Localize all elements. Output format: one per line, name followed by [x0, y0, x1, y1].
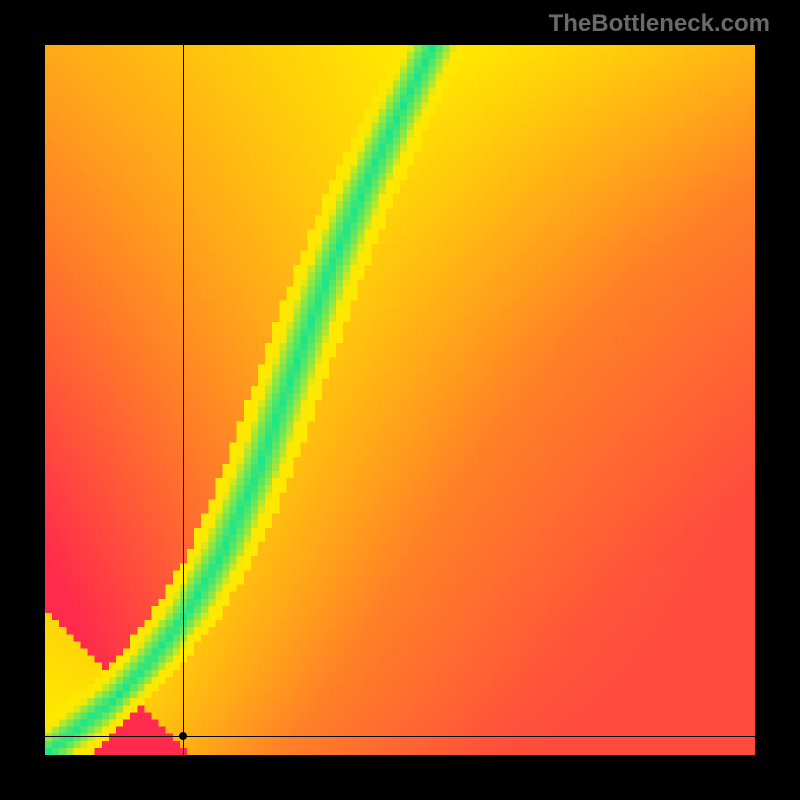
- crosshair-horizontal: [45, 736, 755, 737]
- watermark-text: TheBottleneck.com: [549, 10, 770, 38]
- heatmap-plot: [45, 45, 755, 755]
- crosshair-vertical: [183, 45, 184, 755]
- root: TheBottleneck.com: [0, 0, 800, 800]
- crosshair-marker: [179, 732, 187, 740]
- heatmap-canvas: [45, 45, 755, 755]
